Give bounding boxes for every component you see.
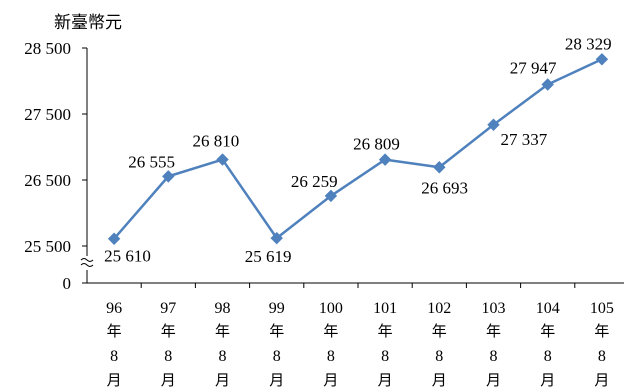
x-category-label-part: 98	[215, 300, 231, 317]
x-category-label-part: 月	[540, 371, 555, 389]
x-category-label-part: 8	[598, 348, 606, 365]
x-category-label-part: 年	[161, 322, 176, 340]
x-category-label: 104 年 8 月	[536, 300, 560, 389]
x-category-label: 98 年 8 月	[215, 300, 231, 389]
x-category-label-part: 8	[435, 348, 443, 365]
x-category-label: 102 年 8 月	[427, 300, 451, 389]
x-category-label-part: 8	[544, 348, 552, 365]
x-category-label-part: 年	[215, 322, 230, 340]
x-category-label-part: 100	[319, 300, 343, 317]
x-category-label-part: 96	[106, 300, 122, 317]
data-label: 26 810	[193, 132, 240, 151]
x-axis-categories: 96年8月97年8月98年8月99年8月100年8月101年8月102年8月10…	[106, 300, 614, 389]
x-category-label-part: 8	[110, 348, 118, 365]
data-label: 28 329	[565, 34, 612, 53]
data-labels: 25 610 26 555 26 810 25 619 26 259 26 809 26 6…	[104, 34, 612, 266]
x-category-label-part: 年	[107, 322, 122, 340]
x-category-label-part: 月	[215, 371, 230, 389]
data-point-marker	[107, 232, 121, 245]
x-category-label-part: 8	[219, 348, 227, 365]
x-category-label-part: 年	[486, 322, 501, 340]
x-category-label-part: 104	[536, 300, 560, 317]
x-category-label-part: 年	[432, 322, 447, 340]
x-category-label-part: 105	[590, 300, 614, 317]
x-category-label-part: 8	[490, 348, 498, 365]
x-category-label-part: 年	[378, 322, 393, 340]
x-category-label-part: 月	[432, 371, 447, 389]
x-category-label-part: 8	[164, 348, 172, 365]
data-label: 25 619	[245, 247, 292, 266]
x-category-label-part: 年	[594, 322, 609, 340]
data-point-marker	[162, 170, 175, 183]
y-tick-label: 0	[63, 274, 72, 293]
x-category-label: 96 年 8 月	[106, 300, 122, 389]
y-tick-label: 26 500	[24, 171, 71, 190]
data-series	[107, 53, 609, 245]
data-point-marker	[324, 189, 338, 203]
data-label: 25 610	[104, 247, 151, 266]
data-point-marker	[433, 161, 446, 174]
x-category-label-part: 8	[327, 348, 335, 365]
x-category-label-part: 月	[378, 371, 393, 389]
x-category-label-part: 月	[107, 371, 122, 389]
series-line	[113, 58, 603, 240]
x-category-label-part: 月	[594, 371, 609, 389]
x-category-label-part: 年	[540, 322, 555, 340]
y-tick-label: 27 500	[24, 105, 71, 124]
x-category-label-part: 年	[323, 322, 338, 340]
data-label: 26 809	[353, 135, 400, 154]
data-label: 26 259	[291, 172, 338, 191]
y-axis-break	[80, 258, 94, 267]
unit-label: 新臺幣元	[54, 13, 122, 33]
data-point-marker	[487, 118, 500, 131]
x-category-label-part: 99	[269, 300, 285, 317]
x-category-label-part: 103	[482, 300, 506, 317]
x-category-label-part: 月	[486, 371, 501, 389]
x-category-label-part: 月	[269, 371, 284, 389]
x-category-label-part: 101	[373, 300, 397, 317]
data-point-marker	[595, 53, 609, 66]
x-category-label: 97 年 8 月	[160, 300, 176, 389]
data-point-marker	[541, 78, 554, 91]
x-category-label: 101 年 8 月	[373, 300, 397, 389]
data-point-marker	[270, 231, 283, 245]
x-category-label: 99 年 8 月	[269, 300, 285, 389]
x-category-label-part: 102	[427, 300, 451, 317]
x-category-label-part: 97	[160, 300, 176, 317]
data-point-marker	[378, 153, 392, 166]
y-axis-ticks: 0 25 500 26 500 27 500 28 500	[24, 39, 87, 293]
y-tick-label: 28 500	[24, 39, 71, 58]
data-label: 27 337	[501, 130, 548, 149]
data-label: 26 555	[128, 152, 175, 171]
y-tick-label: 25 500	[24, 237, 71, 256]
x-category-label: 100 年 8 月	[319, 300, 343, 389]
x-category-label-part: 月	[323, 371, 338, 389]
x-category-label: 105 年 8 月	[590, 300, 614, 389]
data-label: 27 947	[510, 58, 557, 77]
x-category-label: 103 年 8 月	[482, 300, 506, 389]
x-category-label-part: 月	[161, 371, 176, 389]
axes	[80, 48, 624, 288]
x-category-label-part: 8	[273, 348, 281, 365]
data-point-marker	[216, 153, 229, 166]
data-label: 26 693	[421, 178, 468, 197]
x-category-label-part: 8	[381, 348, 389, 365]
x-category-label-part: 年	[269, 322, 284, 340]
